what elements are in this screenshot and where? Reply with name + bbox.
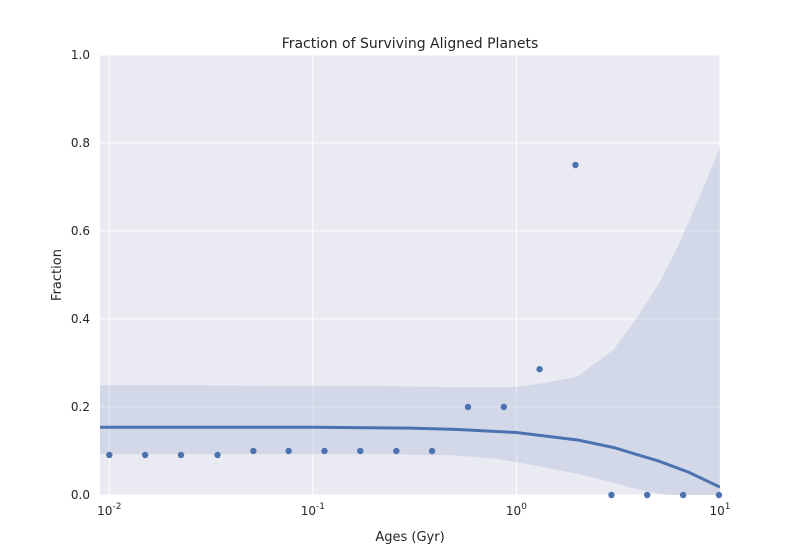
y-tick-label-2: 0.4 [71, 312, 90, 326]
y-tick-label-1: 0.2 [71, 400, 90, 414]
data-point-3 [214, 451, 221, 459]
x-tick-label-3: 101 [709, 502, 730, 518]
data-point-5 [285, 447, 292, 455]
data-point-9 [428, 447, 436, 455]
data-point-1 [141, 451, 149, 459]
data-point-6 [321, 447, 328, 455]
data-point-14 [608, 491, 615, 499]
y-tick-label-3: 0.6 [71, 224, 90, 238]
data-point-7 [357, 447, 364, 455]
data-point-17 [715, 491, 723, 499]
data-point-12 [536, 365, 543, 373]
data-point-15 [644, 491, 651, 499]
y-tick-label-0: 0.0 [71, 488, 90, 502]
plot-background [100, 55, 720, 495]
confidence-band-area [100, 147, 720, 495]
data-point-0 [106, 451, 113, 459]
y-tick-label-5: 1.0 [71, 48, 90, 62]
data-point-2 [177, 451, 185, 459]
x-axis-label: Ages (Gyr) [375, 530, 444, 545]
data-point-16 [679, 491, 687, 499]
data-point-10 [464, 403, 472, 411]
data-point-13 [572, 161, 579, 169]
x-tick-label-0: 10-2 [97, 502, 121, 518]
x-tick-label-1: 10-1 [301, 502, 325, 518]
regression-line [100, 425, 720, 489]
x-tick-labels: 10-2 10-1 100 101 [97, 502, 730, 518]
grid-lines [100, 54, 721, 496]
y-tick-labels: 0.0 0.2 0.4 0.6 0.8 1.0 [71, 48, 90, 502]
confidence-band [100, 147, 720, 495]
data-point-8 [393, 447, 400, 455]
y-axis-label: Fraction [50, 249, 65, 301]
chart-title: Fraction of Surviving Aligned Planets [282, 36, 539, 52]
data-point-4 [250, 447, 257, 455]
data-points [106, 161, 723, 499]
x-tick-label-2: 100 [506, 502, 527, 518]
y-tick-label-4: 0.8 [71, 136, 90, 150]
data-point-11 [500, 403, 508, 411]
regression-line-path [100, 425, 720, 489]
